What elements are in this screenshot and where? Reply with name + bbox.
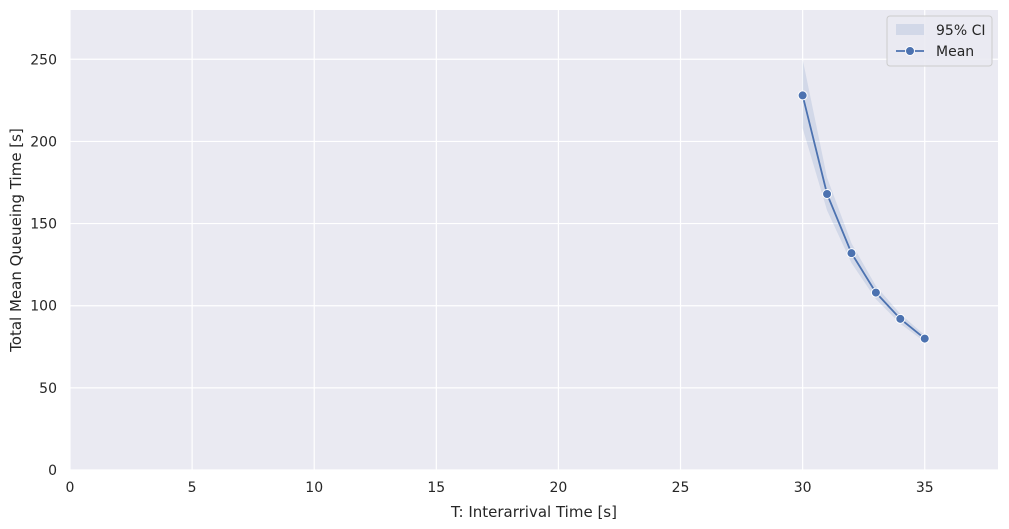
grid-lines [69, 10, 998, 471]
x-tick-label: 0 [66, 480, 75, 496]
legend-mean-marker [905, 46, 915, 56]
x-tick-label: 15 [427, 480, 445, 496]
y-tick-label: 100 [30, 299, 57, 315]
mean-line [801, 95, 926, 340]
series-group [797, 90, 930, 344]
y-tick-label: 150 [30, 217, 57, 233]
y-tick-label: 200 [30, 134, 57, 150]
legend-mean-label: Mean [936, 44, 974, 60]
y-tick-label: 0 [48, 463, 57, 479]
legend: 95% CI Mean [886, 15, 993, 67]
x-tick-label: 25 [672, 480, 690, 496]
y-axis-label: Total Mean Queueing Time [s] [7, 128, 25, 353]
mean-point [822, 189, 833, 199]
x-tick-label: 20 [550, 480, 568, 496]
mean-point [797, 90, 808, 101]
mean-point [919, 333, 930, 344]
x-tick-label: 10 [305, 480, 323, 496]
ci-band-group [802, 59, 925, 342]
mean-point [895, 313, 906, 324]
x-tick-label: 35 [916, 480, 934, 496]
y-tick-labels: 0 50 100 150 200 250 [30, 52, 57, 479]
mean-point [870, 287, 881, 298]
plot-background [70, 10, 998, 470]
x-tick-label: 5 [188, 480, 197, 496]
y-tick-label: 50 [39, 381, 57, 397]
y-tick-label: 250 [30, 52, 57, 68]
x-axis-label: T: Interarrival Time [s] [450, 503, 617, 521]
x-tick-labels: 0 5 10 15 20 25 30 35 [66, 480, 934, 496]
ci-band [802, 59, 925, 342]
mean-point [846, 248, 857, 259]
x-tick-label: 30 [794, 480, 812, 496]
legend-ci-label: 95% CI [936, 23, 985, 39]
legend-ci-swatch [896, 24, 924, 35]
